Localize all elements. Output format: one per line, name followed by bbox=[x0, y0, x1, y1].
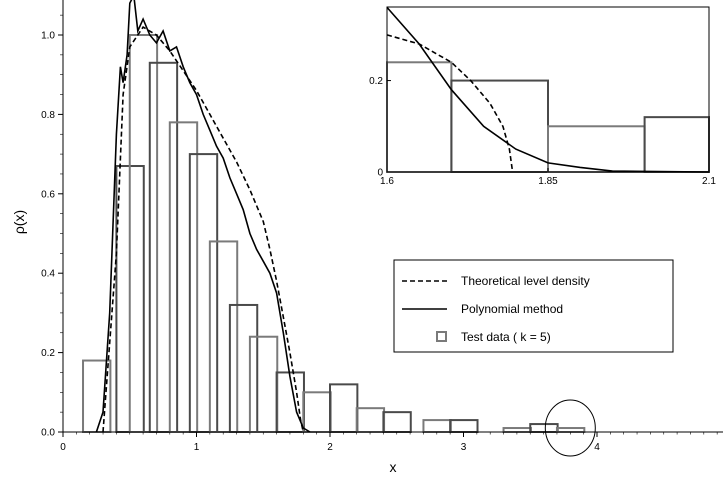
main-lines bbox=[95, 0, 311, 433]
polynomial-method-line bbox=[95, 0, 311, 433]
y-axis-title: ρ(x) bbox=[11, 210, 27, 234]
main-bar-11 bbox=[329, 383, 359, 433]
tail-highlight-circle bbox=[544, 399, 596, 457]
x-tick-label: 0 bbox=[60, 442, 66, 453]
inset-plot: 1.6 1.85 2.1 0 0.2 bbox=[369, 6, 716, 187]
main-histogram bbox=[82, 34, 586, 434]
y-tick-label: 0.2 bbox=[41, 348, 55, 359]
inset-bar-0 bbox=[386, 61, 453, 173]
main-bar-10 bbox=[302, 391, 332, 433]
inset-theoretical-density-line bbox=[386, 34, 514, 173]
y-tick-label: 0.8 bbox=[41, 110, 55, 121]
theoretical-density-line bbox=[102, 26, 305, 433]
x-tick-label: 1 bbox=[194, 442, 200, 453]
main-bar-3 bbox=[148, 61, 179, 433]
main-axes: 0 1 2 3 4 0.0 0.2 0.4 0.6 0.8 1.0 x ρ(x) bbox=[11, 0, 723, 475]
main-plot: 0 1 2 3 4 0.0 0.2 0.4 0.6 0.8 1.0 x ρ(x) bbox=[11, 0, 723, 475]
legend-square-icon bbox=[436, 331, 447, 342]
x-tick-label: 4 bbox=[594, 442, 600, 453]
legend-label: Polynomial method bbox=[461, 302, 563, 316]
main-bar-18 bbox=[555, 427, 586, 433]
main-bar-14 bbox=[422, 419, 452, 433]
inset-y-tick-label: 0 bbox=[377, 168, 383, 179]
inset-bar-1 bbox=[450, 79, 549, 173]
main-bar-6 bbox=[208, 240, 239, 433]
main-bar-13 bbox=[382, 411, 412, 433]
inset-lines bbox=[386, 6, 710, 173]
main-bar-8 bbox=[248, 335, 279, 433]
legend-box bbox=[393, 259, 674, 353]
inset-bar-3 bbox=[643, 116, 710, 174]
main-bar-7 bbox=[228, 303, 259, 433]
y-tick-label: 0.6 bbox=[41, 189, 55, 200]
main-bar-15 bbox=[449, 419, 479, 433]
main-bar-4 bbox=[168, 121, 199, 433]
inset-histogram bbox=[386, 61, 710, 174]
y-tick-label: 0.4 bbox=[41, 269, 55, 280]
inset-y-tick-label: 0.2 bbox=[369, 76, 383, 87]
main-bar-12 bbox=[355, 407, 386, 433]
y-tick-label: 0.0 bbox=[41, 428, 55, 439]
inset-axes: 1.6 1.85 2.1 0 0.2 bbox=[369, 6, 716, 187]
main-bar-16 bbox=[502, 427, 532, 433]
main-bar-17 bbox=[529, 423, 559, 433]
inset-x-tick-label: 1.6 bbox=[380, 176, 394, 187]
legend-label: Test data ( k = 5) bbox=[461, 330, 551, 344]
legend-label: Theoretical level density bbox=[461, 274, 590, 288]
y-tick-label: 1.0 bbox=[41, 31, 55, 42]
inset-x-tick-label: 2.1 bbox=[702, 176, 716, 187]
x-axis-title: x bbox=[390, 459, 397, 475]
inset-polynomial-method-line bbox=[386, 6, 710, 173]
main-bar-5 bbox=[188, 153, 219, 433]
x-tick-label: 2 bbox=[327, 442, 333, 453]
x-tick-label: 3 bbox=[461, 442, 467, 453]
inset-x-tick-label: 1.85 bbox=[538, 176, 558, 187]
legend: Theoretical level density Polynomial meth… bbox=[393, 259, 674, 353]
